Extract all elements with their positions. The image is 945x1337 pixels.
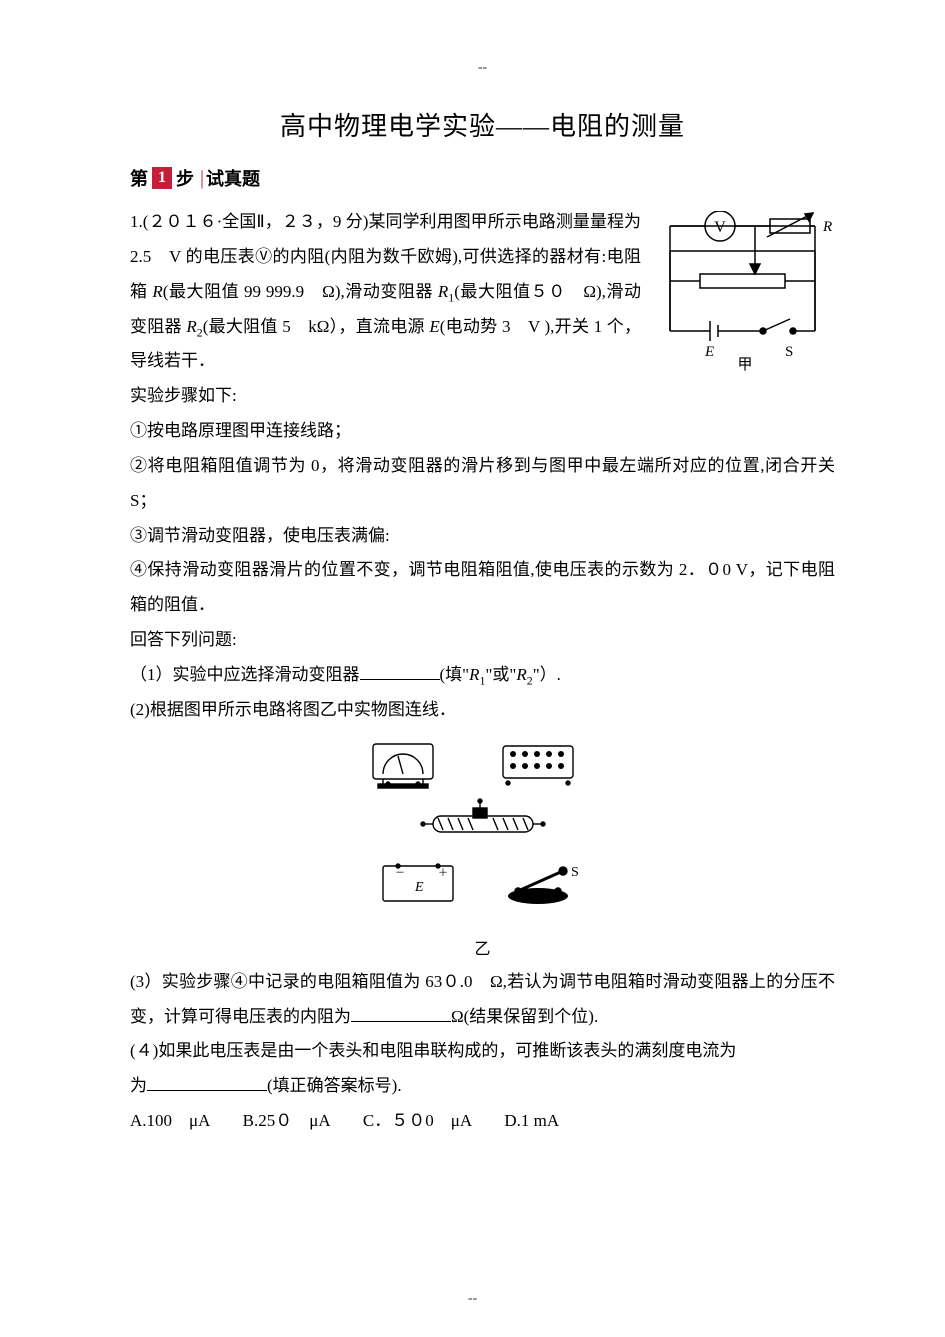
sub-question-4b: 为 (填正确答案标号).: [130, 1069, 835, 1104]
var-E: E: [429, 317, 439, 336]
svg-text:－: －: [395, 868, 405, 879]
step-number-badge: 1: [152, 167, 172, 188]
page: -- 高中物理电学实验——电阻的测量 第 1 步 | 试真题 1.(２０１６·全…: [0, 0, 945, 1337]
question-intro-row: 1.(２０１６·全国Ⅱ，２３，9 分)某同学利用图甲所示电路测量量程为 2.5 …: [130, 205, 835, 379]
step-2: ②将电阻箱阻值调节为 0，将滑动变阻器的滑片移到与图甲中最左端所对应的位置,闭合…: [130, 449, 835, 519]
svg-text:S: S: [785, 344, 793, 360]
question-body: 实验步骤如下: ①按电路原理图甲连接线路； ②将电阻箱阻值调节为 0，将滑动变阻…: [130, 379, 835, 727]
q1-1d: "）.: [533, 665, 561, 684]
step-4: ④保持滑动变阻器滑片的位置不变，调节电阻箱阻值,使电压表的示数为 2．０0 V，…: [130, 553, 835, 623]
q1-4b: (填正确答案标号).: [267, 1076, 402, 1095]
svg-text:＋: ＋: [438, 868, 448, 879]
opt-R1: R: [469, 665, 479, 684]
question-body-2: (3）实验步骤④中记录的电阻箱阻值为 63０.0 Ω,若认为调节电阻箱时滑动变阻…: [130, 965, 835, 1139]
top-dash: --: [130, 60, 835, 76]
answer-title: 回答下列问题:: [130, 623, 835, 658]
sub-question-4: (４)如果此电压表是由一个表头和电阻串联构成的，可推断该表头的满刻度电流为: [130, 1034, 835, 1069]
q1-1c: "或": [485, 665, 516, 684]
option-a: A.100 μA: [130, 1111, 210, 1130]
svg-text:R: R: [822, 219, 832, 235]
options-row: A.100 μA B.25０ μA C．５０0 μA D.1 mA: [130, 1104, 835, 1139]
sub-question-2: (2)根据图甲所示电路将图乙中实物图连线．: [130, 693, 835, 728]
var-R2: R: [186, 317, 196, 336]
step-1: ①按电路原理图甲连接线路；: [130, 414, 835, 449]
q1-4-prefix: 为: [130, 1076, 147, 1095]
svg-text:V: V: [714, 219, 726, 236]
svg-text:S: S: [571, 865, 579, 880]
circuit-diagram: V R: [655, 211, 835, 376]
figure-2: － ＋ E S: [130, 736, 835, 931]
figure-2-caption: 乙: [130, 935, 835, 959]
figure-2-svg: － ＋ E S: [353, 736, 613, 926]
step-header: 第 1 步 | 试真题: [130, 165, 835, 191]
bottom-dash: --: [0, 1291, 945, 1307]
question-intro-text: 1.(２０１６·全国Ⅱ，２３，9 分)某同学利用图甲所示电路测量量程为 2.5 …: [130, 205, 641, 379]
option-d: D.1 mA: [504, 1111, 559, 1130]
page-title: 高中物理电学实验——电阻的测量: [130, 106, 835, 143]
svg-text:E: E: [414, 880, 424, 895]
blank-3: [351, 1002, 451, 1022]
q1-1a: （1）实验中应选择滑动变阻器: [130, 665, 360, 684]
option-c: C．５０0 μA: [363, 1111, 472, 1130]
step-label: 试真题: [206, 165, 260, 191]
circuit-svg: V R: [655, 211, 835, 371]
steps-title: 实验步骤如下:: [130, 379, 835, 414]
svg-text:E: E: [704, 344, 714, 360]
step-prefix: 第: [130, 165, 148, 191]
option-b: B.25０ μA: [243, 1111, 331, 1130]
blank-1: [360, 660, 440, 680]
intro-b: (最大阻值 99 999.9 Ω),滑动变阻器: [163, 282, 438, 301]
step-suffix: 步: [176, 165, 194, 191]
q1-4a: (４)如果此电压表是由一个表头和电阻串联构成的，可推断该表头的满刻度电流为: [130, 1041, 736, 1060]
step-3: ③调节滑动变阻器，使电压表满偏:: [130, 519, 835, 554]
step-divider-icon: |: [200, 167, 204, 190]
var-R1: R: [438, 282, 448, 301]
opt-R2: R: [516, 665, 526, 684]
intro-d: (最大阻值 5 kΩ），直流电源: [203, 317, 430, 336]
q1-1b: (填": [440, 665, 470, 684]
svg-text:甲: 甲: [737, 357, 752, 371]
q1-3b: Ω(结果保留到个位).: [451, 1007, 598, 1026]
blank-4: [147, 1072, 267, 1092]
sub-question-3: (3）实验步骤④中记录的电阻箱阻值为 63０.0 Ω,若认为调节电阻箱时滑动变阻…: [130, 965, 835, 1035]
var-R: R: [152, 282, 162, 301]
sub-question-1: （1）实验中应选择滑动变阻器(填"R1"或"R2"）.: [130, 658, 835, 693]
